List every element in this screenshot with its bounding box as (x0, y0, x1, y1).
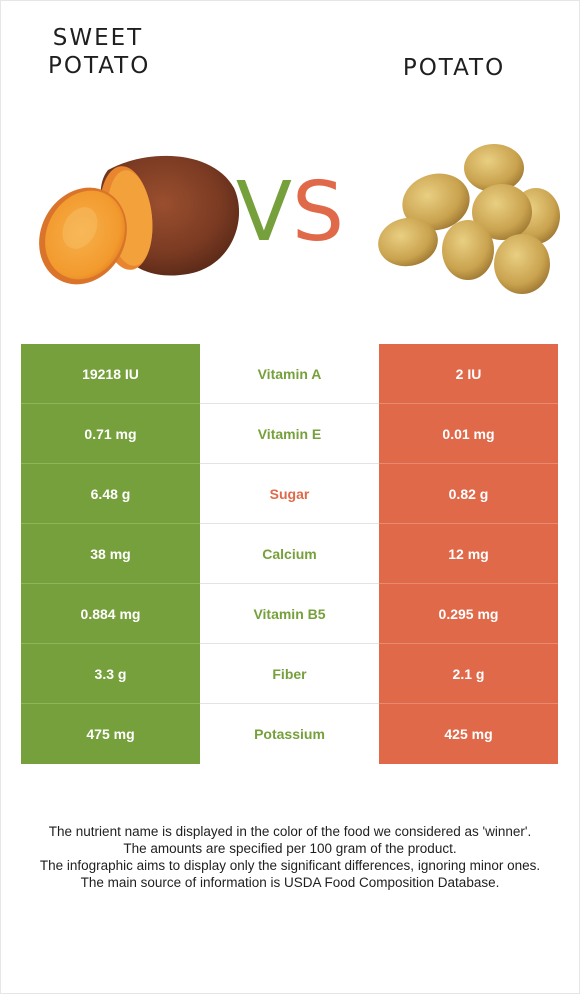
potato-value: 425 mg (379, 704, 558, 764)
potato-value: 2 IU (379, 344, 558, 404)
vs-v-letter: V (235, 165, 293, 260)
table-row: 19218 IU Vitamin A 2 IU (21, 344, 558, 404)
nutrient-name: Calcium (200, 524, 379, 584)
sweet-potato-title: SWEET POTATO (48, 24, 148, 80)
vs-label: VS (220, 163, 360, 263)
potato-value: 0.295 mg (379, 584, 558, 644)
sweet-potato-value: 38 mg (21, 524, 200, 584)
footnote-line: The amounts are specified per 100 gram o… (123, 841, 457, 856)
footnote-line: The nutrient name is displayed in the co… (48, 824, 532, 839)
potato-value: 12 mg (379, 524, 558, 584)
footnote-line: The main source of information is USDA F… (80, 875, 500, 890)
sweet-potato-image (39, 155, 240, 285)
sweet-potato-value: 6.48 g (21, 464, 200, 524)
nutrient-name: Vitamin A (200, 344, 379, 404)
footnote: The nutrient name is displayed in the co… (30, 823, 550, 891)
potato-image (378, 144, 560, 294)
nutrient-name: Fiber (200, 644, 379, 704)
potato-value: 0.01 mg (379, 404, 558, 464)
sweet-potato-title-line1: SWEET (52, 25, 144, 51)
table-row: 38 mg Calcium 12 mg (21, 524, 558, 584)
table-row: 475 mg Potassium 425 mg (21, 704, 558, 764)
nutrient-name: Vitamin E (200, 404, 379, 464)
nutrient-name: Sugar (200, 464, 379, 524)
table-row: 0.71 mg Vitamin E 0.01 mg (21, 404, 558, 464)
sweet-potato-value: 0.884 mg (21, 584, 200, 644)
nutrient-name: Potassium (200, 704, 379, 764)
table-row: 0.884 mg Vitamin B5 0.295 mg (21, 584, 558, 644)
sweet-potato-title-line2: POTATO (48, 53, 151, 79)
vs-s-letter: S (292, 165, 345, 260)
sweet-potato-value: 3.3 g (21, 644, 200, 704)
potato-title: POTATO (402, 55, 506, 81)
sweet-potato-value: 475 mg (21, 704, 200, 764)
potato-value: 2.1 g (379, 644, 558, 704)
sweet-potato-value: 19218 IU (21, 344, 200, 404)
sweet-potato-value: 0.71 mg (21, 404, 200, 464)
potato-value: 0.82 g (379, 464, 558, 524)
nutrient-comparison-table: 19218 IU Vitamin A 2 IU 0.71 mg Vitamin … (21, 344, 558, 764)
table-row: 6.48 g Sugar 0.82 g (21, 464, 558, 524)
table-row: 3.3 g Fiber 2.1 g (21, 644, 558, 704)
nutrient-name: Vitamin B5 (200, 584, 379, 644)
footnote-line: The infographic aims to display only the… (39, 858, 541, 873)
